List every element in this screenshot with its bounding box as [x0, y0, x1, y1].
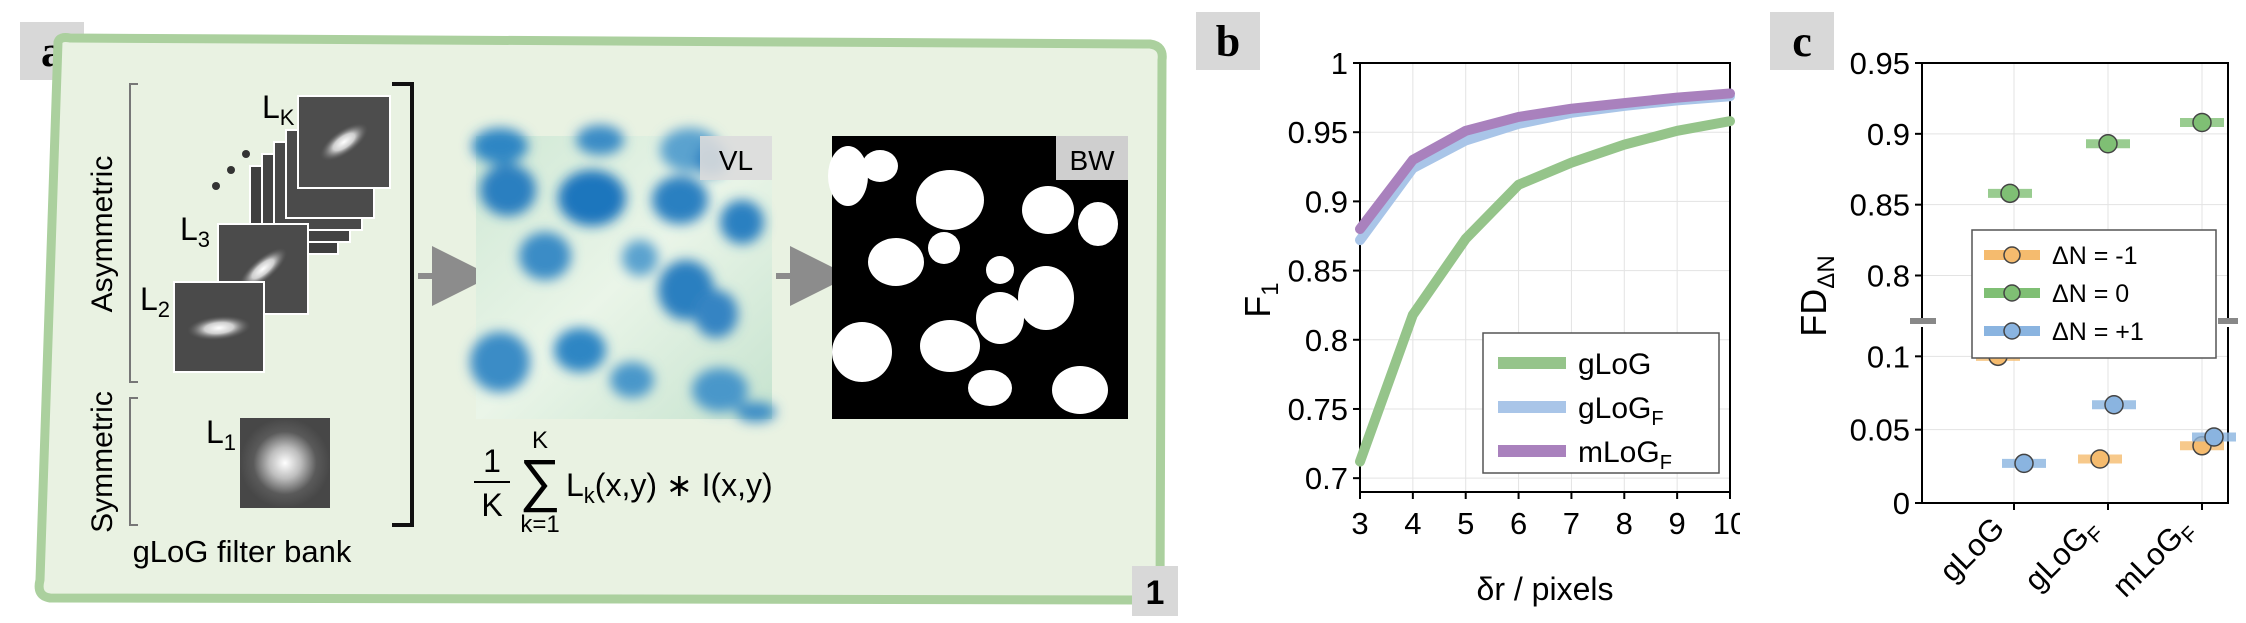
xtick-label-c-1: gLoGF: [2018, 510, 2109, 601]
ytick-label-b-2: 0.8: [1305, 323, 1348, 358]
series-line-2: [1355, 88, 1735, 235]
ytick-label-c-l-1: 0.05: [1850, 413, 1910, 448]
series-line-0: [1355, 116, 1735, 467]
legend-c-label-1: ΔN = 0: [2052, 280, 2129, 308]
filter-l1: [240, 418, 330, 508]
legend-c-dot-2: [2003, 322, 2021, 340]
svg-text:∑: ∑: [519, 448, 560, 513]
marker-point-1-0: [2000, 183, 2020, 204]
legend-c-dot-0: [2003, 246, 2021, 264]
plot-frame-c-lower: [1921, 327, 2229, 504]
bw-label: BW: [1069, 145, 1115, 176]
marker-point-1-1: [2098, 134, 2118, 154]
xtick-label-b-3: 6: [1510, 506, 1527, 541]
ytick-label-c-u-1: 0.85: [1850, 188, 1910, 223]
svg-text:Lk(x,y) ∗ I(x,y): Lk(x,y) ∗ I(x,y): [566, 467, 773, 508]
xtick-label-b-0: 3: [1351, 506, 1368, 541]
panel-c-chart: 0.8 0.85 0.9 0.95 0 0.05 0.1 FDΔN gLoG gLoGFmLoGF…: [1793, 46, 2238, 607]
marker-point-2-0: [2014, 453, 2034, 474]
marker-point-0-1: [2090, 449, 2110, 469]
symmetric-bracket: [129, 397, 138, 526]
panel-c-letter: c: [1770, 12, 1834, 70]
panel-b-chart: 0.7 0.75 0.8 0.85 0.9 0.95 1 3 4 5 6 7 8 9 10 δr / pixe…: [1237, 46, 1740, 607]
xlabel-b: δr / pixels: [1477, 571, 1614, 607]
ytick-label-c-u-0: 0.8: [1867, 259, 1910, 294]
symmetric-label: Symmetric: [86, 391, 119, 533]
ytick-label-b-6: 1: [1331, 46, 1348, 81]
xtick-label-c-0: gLoG: [1933, 510, 2011, 588]
filter-l2: [173, 281, 265, 373]
filter-label-l3: L3: [180, 211, 210, 252]
ytick-label-b-3: 0.85: [1288, 254, 1348, 289]
panel-a: a: [20, 22, 1178, 616]
panel-a-figure: Asymmetric Symmetric LK: [34, 33, 1178, 616]
asymmetric-bracket: [129, 83, 138, 383]
asymmetric-label: Asymmetric: [86, 156, 119, 313]
ytick-label-c-l-0: 0: [1893, 486, 1910, 521]
xtick-label-b-1: 4: [1404, 506, 1421, 541]
xtick-label-b-2: 5: [1457, 506, 1474, 541]
ytick-label-b-4: 0.9: [1305, 184, 1348, 219]
xtick-label-b-7: 10: [1713, 506, 1740, 541]
xtick-label-b-4: 7: [1563, 506, 1580, 541]
svg-text:K: K: [532, 427, 548, 454]
ytick-label-c-u-3: 0.95: [1850, 46, 1910, 81]
legend-b-label-0: gLoG: [1578, 348, 1651, 381]
marker-point-2-2: [2204, 427, 2224, 447]
legend-b-label-2: mLoGF: [1578, 436, 1672, 474]
plot-frame-b: [1359, 62, 1731, 493]
legend-c-label-0: ΔN = -1: [2052, 242, 2137, 270]
legend-c: ΔN = -1 ΔN = 0 ΔN = +1: [1971, 229, 2217, 359]
marker-point-1-2: [2192, 112, 2212, 133]
vl-label: VL: [719, 145, 753, 176]
xtick-label-b-5: 8: [1616, 506, 1633, 541]
svg-text:1: 1: [483, 443, 501, 479]
formula: 1 K K ∑ k=1 Lk(x,y) ∗ I(x,y): [474, 427, 773, 538]
ytick-label-b-5: 0.95: [1288, 115, 1348, 150]
xtick-label-b-6: 9: [1669, 506, 1686, 541]
ytick-label-b-0: 0.7: [1305, 461, 1348, 496]
ytick-label-c-l-2: 0.1: [1867, 339, 1910, 374]
marker-point-2-1: [2104, 394, 2124, 415]
plot-frame-c-upper: [1921, 62, 2229, 318]
ylabel-b: F1: [1237, 282, 1284, 317]
legend-c-dot-1: [2003, 284, 2021, 302]
xtick-label-c-2: mLoGF: [2105, 510, 2202, 607]
vl-image: VL: [470, 125, 776, 422]
filter-bank-bracket: [392, 82, 414, 527]
legend-b-label-1: gLoGF: [1578, 392, 1664, 430]
ytick-label-b-1: 0.75: [1288, 392, 1348, 427]
panel-b-letter: b: [1196, 12, 1260, 70]
legend-c-label-2: ΔN = +1: [2052, 318, 2144, 346]
ylabel-c: FDΔN: [1793, 255, 1840, 336]
ytick-label-c-u-2: 0.9: [1867, 117, 1910, 152]
bw-image: BW: [828, 136, 1128, 419]
svg-text:K: K: [481, 487, 502, 523]
legend-b: gLoG gLoGF mLoGF: [1482, 332, 1720, 474]
filter-bank-caption: gLoG filter bank: [133, 534, 352, 569]
svg-text:k=1: k=1: [520, 511, 559, 538]
corner-number: 1: [1146, 574, 1165, 612]
